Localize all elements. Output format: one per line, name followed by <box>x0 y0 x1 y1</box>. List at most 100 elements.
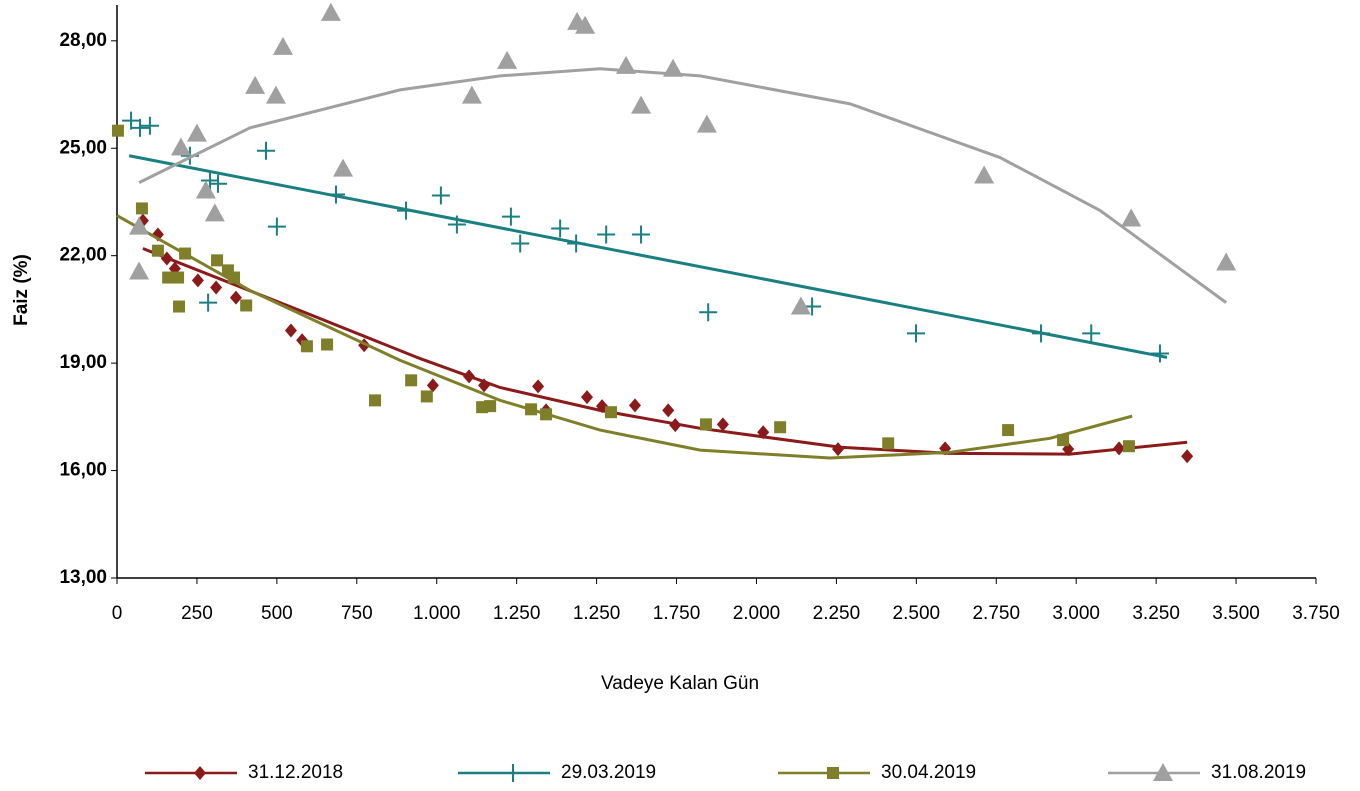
point <box>265 85 286 104</box>
point <box>1122 440 1135 453</box>
point <box>135 202 148 215</box>
point <box>551 219 570 238</box>
point <box>1082 324 1101 343</box>
legend-marker <box>194 766 206 780</box>
point <box>790 296 811 315</box>
legend-marker <box>827 767 839 779</box>
point <box>774 421 787 434</box>
point <box>267 217 286 236</box>
point <box>532 379 545 394</box>
point <box>256 141 275 160</box>
x-tick-label: 1.250 <box>493 603 541 624</box>
trend-line <box>142 247 1188 456</box>
point <box>210 280 223 295</box>
point <box>151 244 164 257</box>
point <box>581 390 594 405</box>
x-tick-label: 2.250 <box>813 603 861 624</box>
point <box>131 118 150 137</box>
point <box>699 303 718 322</box>
y-tick-label: 13,00 <box>59 567 107 588</box>
point <box>1181 449 1194 464</box>
point <box>420 390 433 403</box>
x-tick-label: 2.500 <box>893 603 941 624</box>
point <box>272 36 293 55</box>
y-tick-label: 28,00 <box>59 30 107 51</box>
point <box>907 324 926 343</box>
point <box>191 273 204 288</box>
point <box>484 400 497 413</box>
x-tick-label: 3.750 <box>1292 603 1340 624</box>
point <box>170 137 191 156</box>
y-axis-label: Faiz (%) <box>11 254 32 326</box>
legend-marker <box>504 764 522 782</box>
point <box>974 165 995 184</box>
point <box>199 293 218 312</box>
point <box>426 378 439 393</box>
y-tick-label: 19,00 <box>59 352 107 373</box>
x-tick-label: 1.000 <box>413 603 461 624</box>
point <box>632 225 651 244</box>
y-tick-label: 25,00 <box>59 137 107 158</box>
point <box>882 437 895 450</box>
point <box>186 123 207 142</box>
point <box>245 75 266 94</box>
legend-label: 31.08.2019 <box>1211 762 1306 783</box>
x-tick-label: 3.250 <box>1132 603 1180 624</box>
point <box>172 271 185 284</box>
x-tick-label: 750 <box>341 603 373 624</box>
legend-label: 29.03.2019 <box>561 762 656 783</box>
x-tick-label: 2.000 <box>733 603 781 624</box>
point <box>597 225 616 244</box>
point <box>501 207 520 226</box>
point <box>201 171 220 190</box>
x-tick-label: 1.250 <box>573 603 621 624</box>
trend-line <box>116 214 1133 460</box>
point <box>240 299 253 312</box>
point <box>122 111 141 130</box>
y-tick-label: 22,00 <box>59 245 107 266</box>
point <box>321 338 334 351</box>
point <box>320 2 341 21</box>
x-tick-label: 3.500 <box>1212 603 1260 624</box>
y-tick-label: 16,00 <box>59 460 107 481</box>
point <box>604 406 617 419</box>
point <box>162 271 175 284</box>
point <box>696 114 717 133</box>
x-tick-label: 500 <box>261 603 293 624</box>
legend-label: 30.04.2019 <box>881 762 976 783</box>
point <box>699 418 712 431</box>
x-tick-label: 3.000 <box>1052 603 1100 624</box>
x-tick-label: 250 <box>181 603 213 624</box>
x-tick-label: 1.750 <box>653 603 701 624</box>
point <box>1121 208 1142 227</box>
point <box>831 442 844 457</box>
point <box>111 124 124 137</box>
point <box>173 300 186 313</box>
x-axis-label: Vadeye Kalan Gün <box>601 673 759 694</box>
point <box>229 290 242 305</box>
trend-line <box>128 154 1168 359</box>
point <box>211 254 224 267</box>
point <box>129 261 150 280</box>
point <box>195 180 216 199</box>
point <box>1216 252 1237 271</box>
point <box>431 186 450 205</box>
point <box>209 174 228 193</box>
point <box>716 417 729 432</box>
point <box>405 374 418 387</box>
point <box>662 403 675 418</box>
point <box>300 340 313 353</box>
trend-line <box>138 67 1228 304</box>
point <box>575 15 596 34</box>
point <box>461 85 482 104</box>
point <box>284 323 297 338</box>
x-tick-label: 0 <box>112 603 123 624</box>
point <box>511 234 530 253</box>
point <box>628 398 641 413</box>
point <box>497 50 518 69</box>
point <box>140 116 159 135</box>
point <box>369 394 382 407</box>
point <box>631 95 652 114</box>
x-tick-label: 2.750 <box>972 603 1020 624</box>
